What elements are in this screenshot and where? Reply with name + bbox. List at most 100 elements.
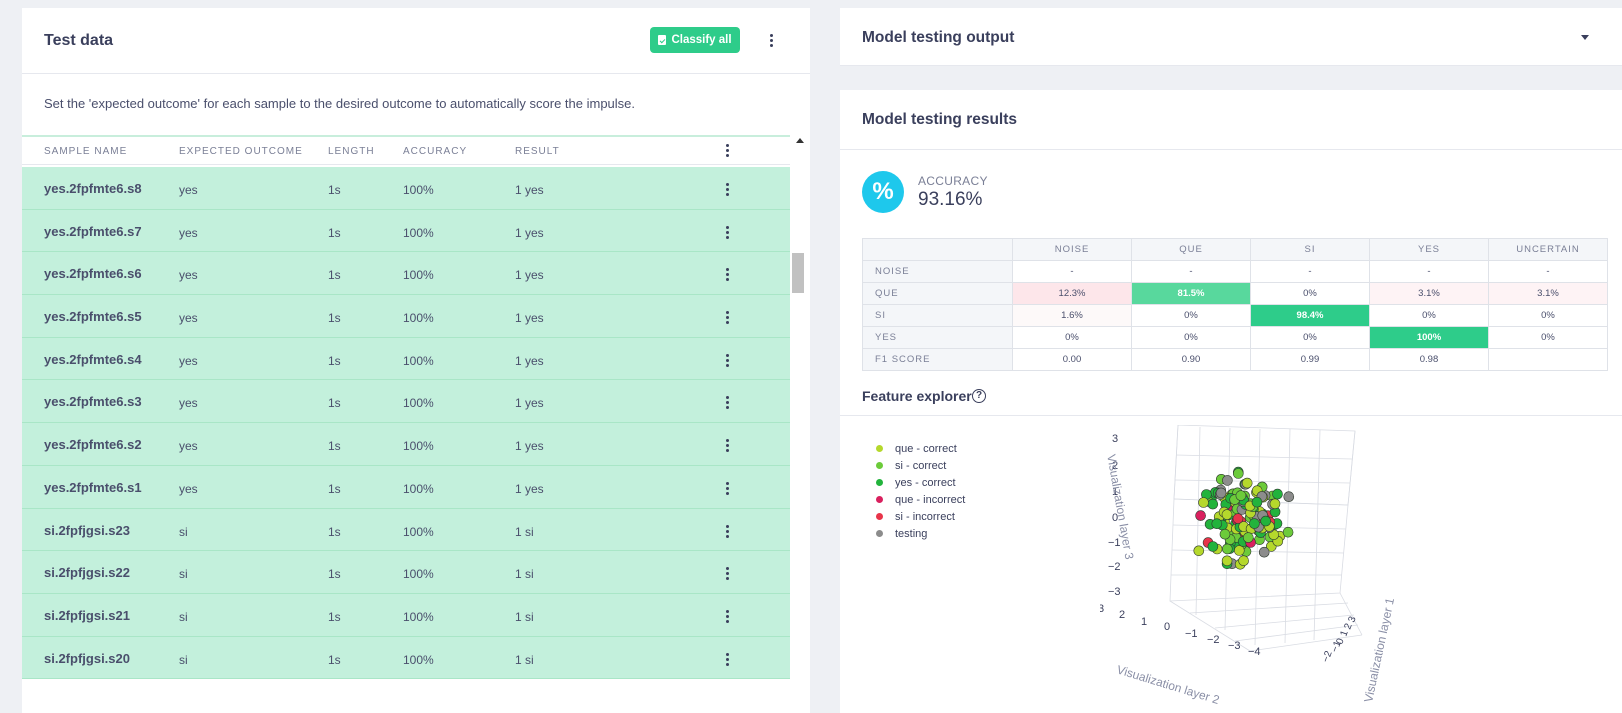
table-row[interactable]: si.2fpfjgsi.s22 si 1s 100% 1 si [22, 551, 790, 594]
plot-point[interactable] [1221, 555, 1233, 567]
plot-point[interactable] [1215, 487, 1227, 499]
table-row[interactable]: yes.2fpfmte6.s4 yes 1s 100% 1 yes [22, 337, 790, 381]
plot-point[interactable] [1269, 498, 1281, 510]
matrix-col-uncertain: UNCERTAIN [1488, 238, 1608, 261]
matrix-cell: - [1488, 260, 1608, 283]
sample-name[interactable]: yes.2fpfmte6.s6 [44, 266, 142, 282]
table-row[interactable]: yes.2fpfmte6.s1 yes 1s 100% 1 yes [22, 465, 790, 509]
y-tick: 2 [1342, 622, 1354, 631]
sample-name[interactable]: si.2fpfjgsi.s20 [44, 650, 130, 666]
row-menu-icon[interactable] [722, 481, 732, 495]
table-row[interactable]: yes.2fpfmte6.s7 yes 1s 100% 1 yes [22, 209, 790, 253]
plot-point[interactable] [1249, 518, 1260, 529]
table-scrollbar[interactable] [790, 135, 810, 713]
plot-point[interactable] [1211, 518, 1223, 529]
sample-name[interactable]: yes.2fpfmte6.s1 [44, 479, 142, 495]
chevron-down-icon[interactable] [1581, 35, 1589, 40]
column-header-expected-outcome[interactable]: EXPECTED OUTCOME [179, 146, 303, 157]
plot-point[interactable] [1272, 488, 1283, 500]
plot-point[interactable] [1260, 515, 1271, 527]
sample-name[interactable]: yes.2fpfmte6.s5 [44, 309, 142, 325]
legend-item[interactable]: si - incorrect [876, 508, 965, 525]
sample-accuracy: 100% [403, 225, 434, 240]
plot-point[interactable] [1251, 496, 1263, 508]
plot-point[interactable] [1241, 477, 1253, 489]
legend-label: que - correct [895, 442, 957, 455]
row-menu-icon[interactable] [722, 225, 732, 239]
column-header-result[interactable]: RESULT [515, 146, 560, 157]
plot-point[interactable] [1233, 468, 1244, 479]
plot-point[interactable] [1198, 497, 1209, 508]
plot-point[interactable] [1221, 509, 1233, 520]
y-tick: 3 [1346, 615, 1358, 624]
plot-point[interactable] [1193, 545, 1205, 557]
z-tick: −1 [1108, 537, 1121, 549]
test-data-card: Test data Classify all Set the 'expected… [22, 8, 810, 713]
plot-point[interactable] [1258, 546, 1270, 558]
legend-item[interactable]: si - correct [876, 457, 965, 474]
row-menu-icon[interactable] [722, 353, 732, 367]
sample-accuracy: 100% [403, 481, 434, 496]
scroll-thumb[interactable] [792, 253, 804, 293]
z-tick: 1 [1112, 486, 1118, 498]
table-header-menu-icon[interactable] [722, 144, 732, 157]
plot-point[interactable] [1234, 545, 1245, 556]
classify-all-label: Classify all [671, 34, 732, 46]
table-row[interactable]: yes.2fpfmte6.s6 yes 1s 100% 1 yes [22, 252, 790, 296]
column-header-length[interactable]: LENGTH [328, 146, 375, 157]
sample-length: 1s [328, 353, 341, 368]
row-menu-icon[interactable] [722, 311, 732, 325]
table-row[interactable]: si.2fpfjgsi.s23 si 1s 100% 1 si [22, 508, 790, 552]
feature-explorer-3d-plot[interactable]: 3 2 1 0 −1 −2 −3 3 2 1 0 −1 −2 −3 −4 −2 … [1100, 425, 1420, 713]
sample-name[interactable]: yes.2fpfmte6.s4 [44, 351, 142, 367]
sample-name[interactable]: si.2fpfjgsi.s22 [44, 565, 130, 581]
sample-name[interactable]: yes.2fpfmte6.s3 [44, 394, 142, 410]
row-menu-icon[interactable] [722, 396, 732, 410]
sample-name[interactable]: yes.2fpfmte6.s7 [44, 223, 142, 239]
legend-item[interactable]: yes - correct [876, 474, 965, 491]
row-menu-icon[interactable] [722, 439, 732, 453]
plot-point[interactable] [1243, 532, 1254, 543]
x-tick: −2 [1207, 634, 1220, 646]
column-header-accuracy[interactable]: ACCURACY [403, 146, 468, 157]
scroll-up-arrow-icon[interactable] [796, 138, 804, 143]
plot-point[interactable] [1282, 526, 1294, 538]
sample-name[interactable]: si.2fpfjgsi.s23 [44, 522, 130, 538]
row-menu-icon[interactable] [722, 183, 732, 196]
legend-item[interactable]: que - incorrect [876, 491, 965, 508]
sample-name[interactable]: yes.2fpfmte6.s2 [44, 437, 142, 453]
plot-point[interactable] [1207, 541, 1219, 552]
plot-point[interactable] [1283, 491, 1295, 502]
table-row[interactable]: yes.2fpfmte6.s5 yes 1s 100% 1 yes [22, 295, 790, 338]
legend-label: si - incorrect [895, 510, 955, 523]
plot-point[interactable] [1235, 490, 1247, 501]
model-testing-output-card[interactable]: Model testing output [840, 8, 1622, 66]
table-row[interactable]: si.2fpfjgsi.s20 si 1s 100% 1 si [22, 636, 790, 680]
sample-name[interactable]: si.2fpfjgsi.s21 [44, 607, 130, 623]
plot-point[interactable] [1222, 475, 1233, 486]
row-menu-icon[interactable] [722, 652, 732, 666]
row-menu-icon[interactable] [722, 524, 732, 538]
table-row[interactable]: yes.2fpfmte6.s3 yes 1s 100% 1 yes [22, 380, 790, 424]
help-icon[interactable]: ? [972, 389, 986, 403]
legend-item[interactable]: que - correct [876, 440, 965, 457]
classify-all-button[interactable]: Classify all [650, 27, 740, 53]
test-data-menu-icon[interactable] [766, 32, 776, 48]
row-menu-icon[interactable] [722, 609, 732, 623]
sample-name[interactable]: yes.2fpfmte6.s8 [44, 181, 142, 196]
table-row[interactable]: yes.2fpfmte6.s2 yes 1s 100% 1 yes [22, 423, 790, 466]
table-row[interactable]: si.2fpfjgsi.s21 si 1s 100% 1 si [22, 593, 790, 637]
plot-point[interactable] [1232, 513, 1244, 524]
matrix-cell: 0% [1131, 326, 1251, 349]
plot-point[interactable] [1219, 528, 1231, 540]
sample-length: 1s [328, 481, 341, 496]
row-menu-icon[interactable] [722, 268, 732, 282]
legend-item[interactable]: testing [876, 525, 965, 542]
plot-point[interactable] [1207, 498, 1219, 510]
table-row[interactable]: yes.2fpfmte6.s8 yes 1s 100% 1 yes [22, 167, 790, 210]
plot-point[interactable] [1238, 555, 1249, 566]
row-menu-icon[interactable] [722, 567, 732, 581]
plot-point[interactable] [1195, 510, 1206, 521]
plot-point[interactable] [1222, 543, 1233, 555]
column-header-sample-name[interactable]: SAMPLE NAME [44, 146, 128, 157]
